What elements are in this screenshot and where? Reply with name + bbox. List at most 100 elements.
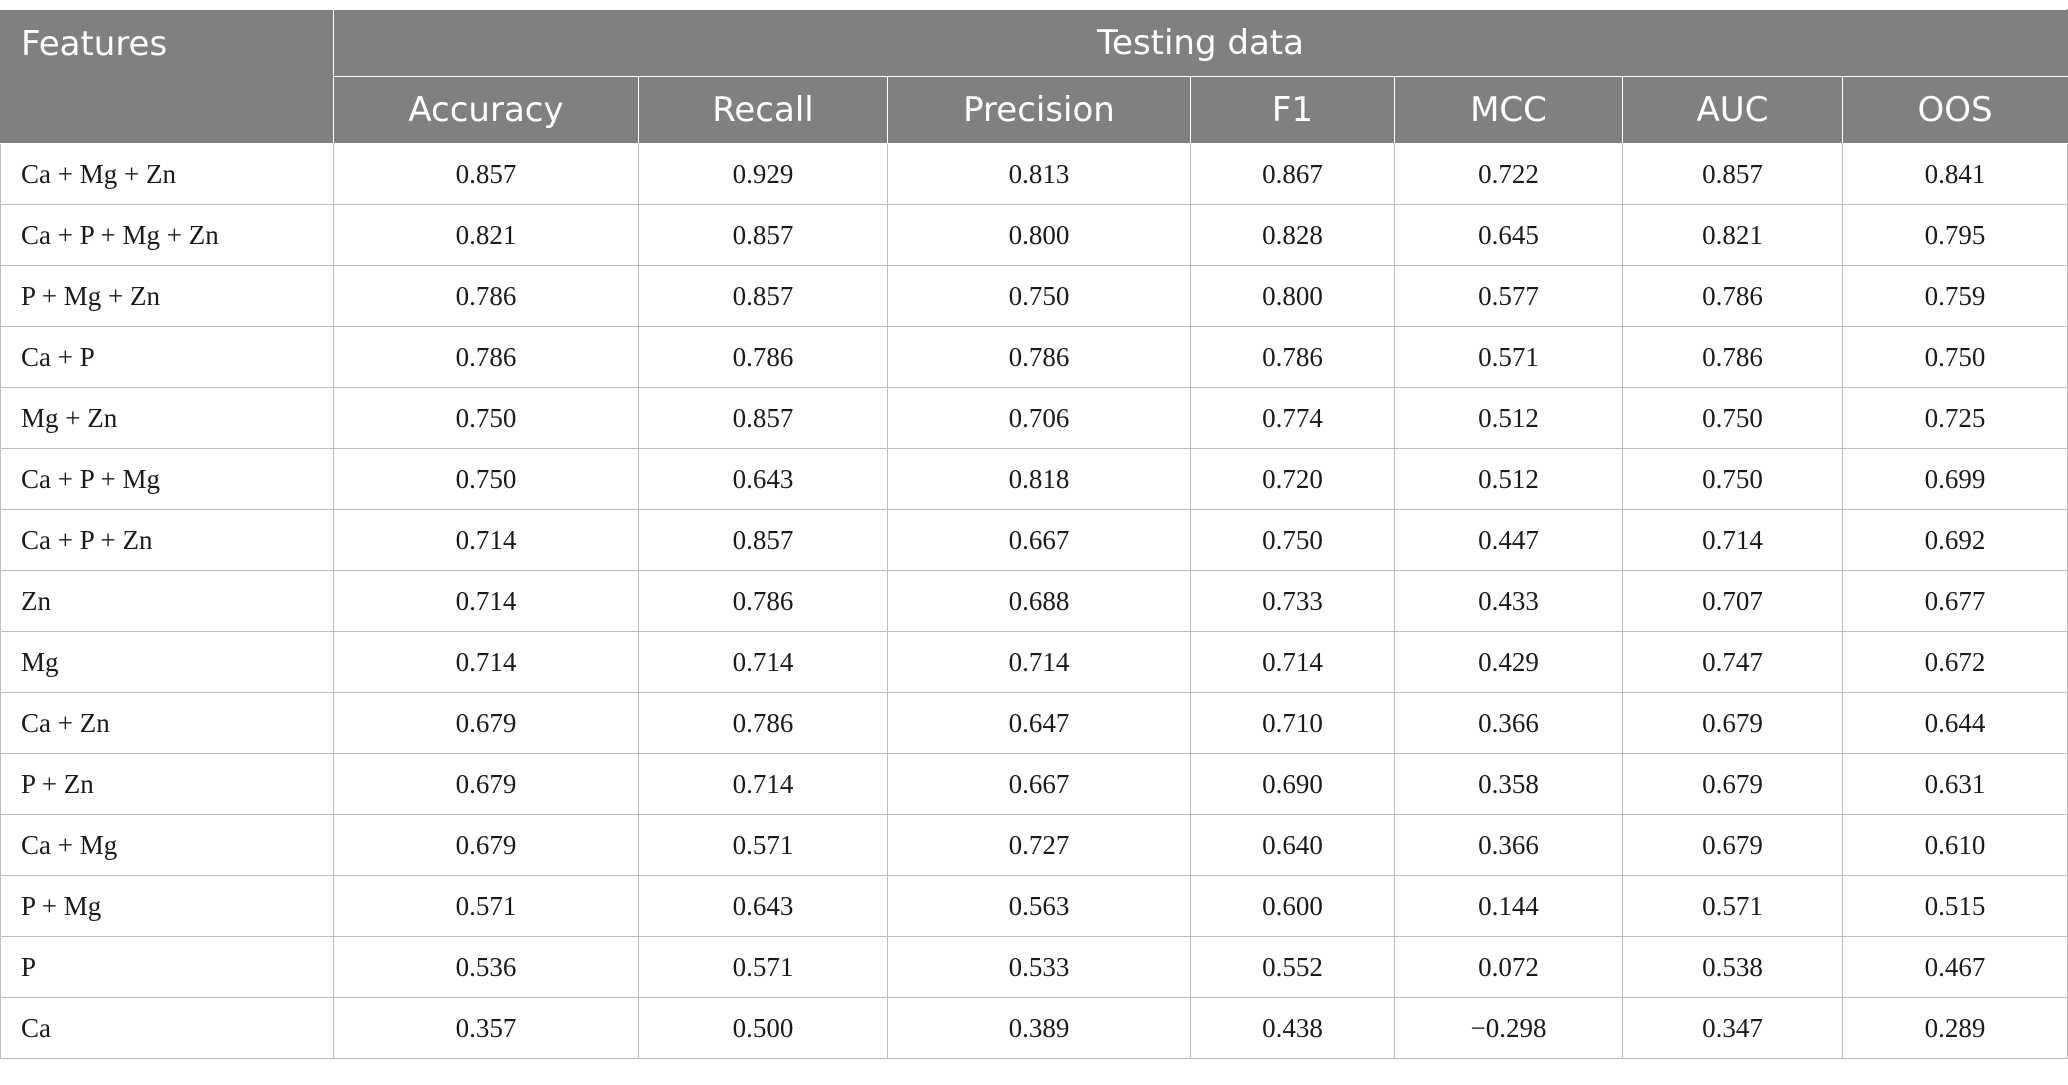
metric-value-cell: 0.072 bbox=[1394, 936, 1623, 998]
feature-cell: Ca + Mg + Zn bbox=[0, 143, 334, 205]
metric-value-cell: 0.643 bbox=[638, 448, 888, 510]
metric-value-cell: 0.679 bbox=[1622, 753, 1843, 815]
metric-value-cell: 0.645 bbox=[1394, 204, 1623, 266]
metric-value-cell: 0.512 bbox=[1394, 387, 1623, 449]
metric-value-cell: 0.821 bbox=[1622, 204, 1843, 266]
feature-cell: Mg + Zn bbox=[0, 387, 334, 449]
metric-value-cell: 0.706 bbox=[887, 387, 1191, 449]
metric-value-cell: 0.750 bbox=[1842, 326, 2068, 388]
table-row: Mg + Zn 0.750 0.857 0.706 0.774 0.512 0.750 0.7… bbox=[0, 387, 2068, 449]
metric-value-cell: 0.679 bbox=[1622, 814, 1843, 876]
metric-value-cell: 0.677 bbox=[1842, 570, 2068, 632]
metric-value-cell: 0.433 bbox=[1394, 570, 1623, 632]
feature-cell: Zn bbox=[0, 570, 334, 632]
metric-value-cell: 0.786 bbox=[333, 265, 639, 327]
metric-value-cell: 0.563 bbox=[887, 875, 1191, 937]
metric-value-cell: 0.600 bbox=[1190, 875, 1395, 937]
metric-value-cell: 0.552 bbox=[1190, 936, 1395, 998]
metric-value-cell: 0.438 bbox=[1190, 997, 1395, 1059]
metric-value-cell: 0.714 bbox=[1622, 509, 1843, 571]
metric-value-cell: 0.750 bbox=[1190, 509, 1395, 571]
metric-value-cell: 0.515 bbox=[1842, 875, 2068, 937]
oos-column-header: OOS bbox=[1842, 76, 2068, 144]
feature-cell: Ca + P + Mg + Zn bbox=[0, 204, 334, 266]
feature-cell: Ca + Zn bbox=[0, 692, 334, 754]
metric-value-cell: 0.610 bbox=[1842, 814, 2068, 876]
metric-value-cell: 0.643 bbox=[638, 875, 888, 937]
metric-value-cell: 0.795 bbox=[1842, 204, 2068, 266]
metric-value-cell: 0.786 bbox=[887, 326, 1191, 388]
metric-value-cell: 0.500 bbox=[638, 997, 888, 1059]
table-row: Ca + P 0.786 0.786 0.786 0.786 0.571 0.786 0.75… bbox=[0, 326, 2068, 388]
feature-cell: Ca + Mg bbox=[0, 814, 334, 876]
metric-value-cell: 0.289 bbox=[1842, 997, 2068, 1059]
table-row: P + Mg + Zn 0.786 0.857 0.750 0.800 0.577 0.78… bbox=[0, 265, 2068, 327]
metric-value-cell: 0.692 bbox=[1842, 509, 2068, 571]
metric-value-cell: 0.786 bbox=[638, 570, 888, 632]
table-row: P + Mg 0.571 0.643 0.563 0.600 0.144 0.571 0.51… bbox=[0, 875, 2068, 937]
metric-value-cell: 0.667 bbox=[887, 753, 1191, 815]
metric-value-cell: 0.690 bbox=[1190, 753, 1395, 815]
metric-value-cell: 0.774 bbox=[1190, 387, 1395, 449]
metric-value-cell: 0.571 bbox=[638, 936, 888, 998]
feature-cell: Ca + P + Zn bbox=[0, 509, 334, 571]
metric-value-cell: 0.679 bbox=[1622, 692, 1843, 754]
metric-value-cell: 0.447 bbox=[1394, 509, 1623, 571]
metric-value-cell: 0.571 bbox=[638, 814, 888, 876]
metric-value-cell: 0.929 bbox=[638, 143, 888, 205]
table-row: P + Zn 0.679 0.714 0.667 0.690 0.358 0.679 0.63… bbox=[0, 753, 2068, 815]
f1-column-header: F1 bbox=[1190, 76, 1395, 144]
feature-cell: P + Mg + Zn bbox=[0, 265, 334, 327]
table-row: Ca + P + Mg 0.750 0.643 0.818 0.720 0.512 0.75… bbox=[0, 448, 2068, 510]
metric-value-cell: 0.679 bbox=[333, 692, 639, 754]
metric-value-cell: 0.640 bbox=[1190, 814, 1395, 876]
header-row-group: Features Testing data bbox=[0, 9, 2068, 144]
metric-value-cell: 0.571 bbox=[333, 875, 639, 937]
metric-value-cell: 0.347 bbox=[1622, 997, 1843, 1059]
accuracy-column-header: Accuracy bbox=[333, 76, 639, 144]
metric-value-cell: 0.714 bbox=[1190, 631, 1395, 693]
table-row: Mg 0.714 0.714 0.714 0.714 0.429 0.747 0.672 bbox=[0, 631, 2068, 693]
metric-value-cell: 0.750 bbox=[1622, 387, 1843, 449]
metric-value-cell: 0.389 bbox=[887, 997, 1191, 1059]
feature-cell: Mg bbox=[0, 631, 334, 693]
metric-value-cell: 0.857 bbox=[638, 509, 888, 571]
metric-value-cell: 0.786 bbox=[1622, 326, 1843, 388]
table-row: Ca + P + Mg + Zn 0.821 0.857 0.800 0.828 0.64… bbox=[0, 204, 2068, 266]
metric-value-cell: 0.747 bbox=[1622, 631, 1843, 693]
testing-data-group-header: Testing data bbox=[333, 9, 2068, 77]
metric-value-cell: 0.857 bbox=[638, 204, 888, 266]
metric-value-cell: 0.358 bbox=[1394, 753, 1623, 815]
metric-value-cell: 0.714 bbox=[333, 570, 639, 632]
metric-value-cell: 0.800 bbox=[1190, 265, 1395, 327]
metric-value-cell: 0.577 bbox=[1394, 265, 1623, 327]
metric-value-cell: 0.786 bbox=[1622, 265, 1843, 327]
metric-value-cell: 0.699 bbox=[1842, 448, 2068, 510]
metric-value-cell: 0.679 bbox=[333, 814, 639, 876]
metric-value-cell: 0.786 bbox=[638, 326, 888, 388]
metric-value-cell: 0.722 bbox=[1394, 143, 1623, 205]
metric-value-cell: 0.725 bbox=[1842, 387, 2068, 449]
feature-cell: Ca + P bbox=[0, 326, 334, 388]
table-row: Ca 0.357 0.500 0.389 0.438 −0.298 0.347 0.289 bbox=[0, 997, 2068, 1059]
metric-value-cell: 0.631 bbox=[1842, 753, 2068, 815]
metric-value-cell: 0.857 bbox=[1622, 143, 1843, 205]
metric-value-cell: 0.467 bbox=[1842, 936, 2068, 998]
metric-value-cell: 0.714 bbox=[638, 753, 888, 815]
table-body: Ca + Mg + Zn 0.857 0.929 0.813 0.867 0.722 0.8… bbox=[0, 143, 2068, 1059]
features-column-header: Features bbox=[0, 9, 334, 144]
metric-value-cell: 0.867 bbox=[1190, 143, 1395, 205]
metric-value-cell: 0.818 bbox=[887, 448, 1191, 510]
table-row: Ca + Mg 0.679 0.571 0.727 0.640 0.366 0.679 0.6… bbox=[0, 814, 2068, 876]
metric-value-cell: 0.571 bbox=[1622, 875, 1843, 937]
metric-value-cell: 0.571 bbox=[1394, 326, 1623, 388]
table-row: P 0.536 0.571 0.533 0.552 0.072 0.538 0.467 bbox=[0, 936, 2068, 998]
metric-value-cell: 0.672 bbox=[1842, 631, 2068, 693]
metric-value-cell: 0.536 bbox=[333, 936, 639, 998]
metric-value-cell: 0.727 bbox=[887, 814, 1191, 876]
results-table: Features Testing data Accuracy Recall Pr… bbox=[0, 9, 2068, 1059]
metric-value-cell: 0.714 bbox=[333, 631, 639, 693]
metric-value-cell: 0.714 bbox=[638, 631, 888, 693]
metric-value-cell: 0.647 bbox=[887, 692, 1191, 754]
metric-value-cell: 0.813 bbox=[887, 143, 1191, 205]
